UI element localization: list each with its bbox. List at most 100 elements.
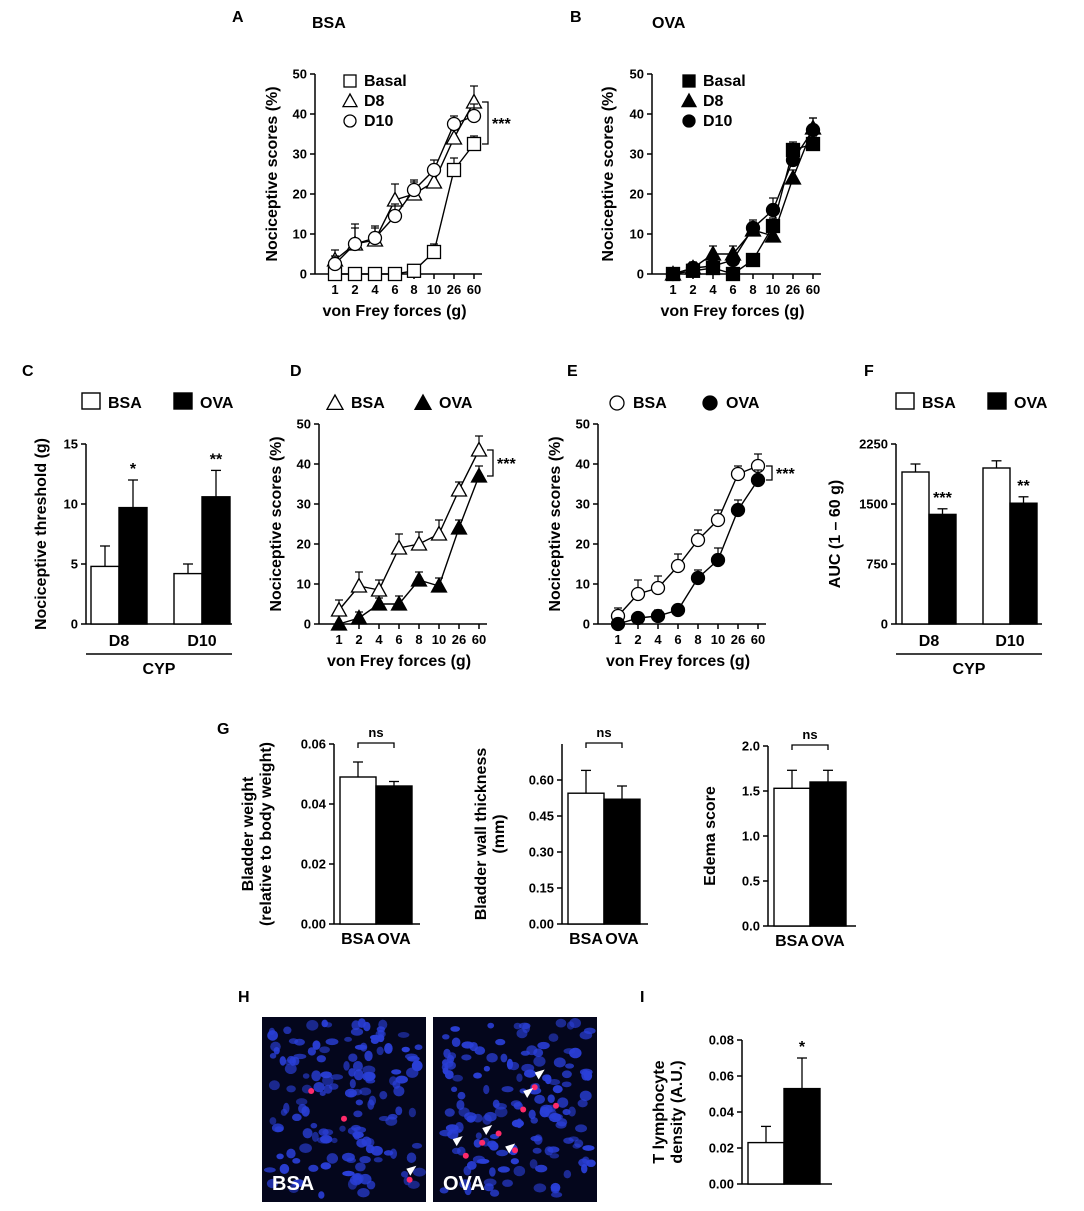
chart-a-y-tick-label: 10 xyxy=(293,227,307,242)
chart-c-bar-bsa xyxy=(90,565,120,625)
chart-f-sig-label: ** xyxy=(1017,478,1030,495)
micrograph-bsa-nucleus xyxy=(286,1085,296,1093)
chart-b-series-d10-point xyxy=(765,202,781,218)
micrograph-bsa-nucleus xyxy=(384,1043,393,1054)
micrograph-ova-nucleus xyxy=(518,1022,531,1030)
micrograph-bsa-nucleus xyxy=(411,1142,423,1149)
chart-f-group-label: D10 xyxy=(995,633,1024,650)
micrograph-ova-nucleus xyxy=(439,1187,449,1194)
micrograph-bsa-nucleus xyxy=(311,1070,322,1082)
chart-a-series-d10-point xyxy=(347,236,363,252)
micrograph-ova-nucleus xyxy=(483,1065,490,1072)
micrograph-ova-nucleus xyxy=(547,1146,560,1153)
chart-d-series-ova-point xyxy=(370,595,388,611)
chart-g1-y-tick-label: 0.02 xyxy=(301,857,326,872)
micrograph-bsa-nucleus xyxy=(317,1136,330,1144)
micrograph-ova-nucleus xyxy=(529,1159,538,1169)
micrograph-bsa-nucleus xyxy=(359,1173,372,1185)
chart-a-x-tick-label: 10 xyxy=(427,282,441,297)
micrograph-bsa-nucleus xyxy=(351,1020,361,1031)
micrograph-bsa-nucleus xyxy=(348,1053,358,1062)
chart-f-y-label: AUC (1 – 60 g) xyxy=(827,480,844,588)
micrograph-ova-nucleus xyxy=(555,1018,567,1028)
chart-g3-sig-bracket xyxy=(791,744,829,750)
micrograph-ova-nucleus xyxy=(483,1084,490,1095)
micrograph-ova-nucleus xyxy=(581,1069,590,1081)
micrograph-bsa-nucleus xyxy=(395,1075,408,1084)
chart-d-series-ova-point xyxy=(430,577,448,593)
micrograph-bsa-nucleus xyxy=(301,1106,310,1117)
micrograph-bsa-nucleus xyxy=(318,1128,329,1136)
chart-f-bar-ova xyxy=(928,513,957,625)
micrograph-bsa-nucleus xyxy=(269,1117,277,1125)
chart-g2-y-tick-label: 0.45 xyxy=(529,809,554,824)
chart-e-x-tick-label: 2 xyxy=(634,632,641,647)
chart-g2-bar xyxy=(603,798,641,925)
chart-g1-y-tick-label: 0.06 xyxy=(301,737,326,752)
chart-f-y-tick-label: 2250 xyxy=(859,437,888,452)
chart-e-y-tick-label: 30 xyxy=(576,497,590,512)
micrograph-bsa-nucleus xyxy=(286,1148,296,1159)
chart-b-series-d10-point xyxy=(805,122,821,138)
chart-c-group-label: D8 xyxy=(109,633,130,650)
chart-g1-y-label: Bladder weight xyxy=(240,776,257,891)
chart-g1-sig-bracket xyxy=(357,742,395,748)
chart-e-series-ova-point xyxy=(710,552,726,568)
chart-f-bar-bsa xyxy=(982,467,1011,625)
chart-f-bar-ova xyxy=(1009,502,1038,625)
panel-label-a: A xyxy=(232,9,244,26)
micrograph-ova-nucleus xyxy=(561,1081,572,1088)
chart-e-series-ova-point xyxy=(610,616,626,632)
chart-c-y-label: Nociceptive threshold (g) xyxy=(33,438,50,630)
chart-d-series-ova-point xyxy=(330,615,348,631)
chart-d-series-ova-point xyxy=(410,571,428,587)
micrograph-bsa-t-cell xyxy=(341,1115,347,1122)
chart-e-x-tick-label: 6 xyxy=(674,632,681,647)
chart-d-x-label: von Frey forces (g) xyxy=(327,653,471,670)
micrograph-ova-nucleus xyxy=(556,1118,568,1127)
chart-e-y-tick-label: 10 xyxy=(576,577,590,592)
micrograph-ova-nucleus xyxy=(516,1118,523,1129)
chart-b-series-basal-point xyxy=(725,266,741,282)
chart-a-series-d10-point xyxy=(426,162,442,178)
chart-i-sig-label: * xyxy=(799,1039,806,1056)
micrograph-ova-nucleus xyxy=(473,1072,482,1079)
chart-e-y-tick-label: 50 xyxy=(576,417,590,432)
chart-d-legend-label: BSA xyxy=(351,395,385,412)
micrograph-ova-nucleus xyxy=(535,1164,548,1173)
chart-f-y-tick-label: 1500 xyxy=(859,497,888,512)
chart-d-x-tick-label: 10 xyxy=(432,632,446,647)
micrograph-bsa-nucleus xyxy=(322,1075,334,1086)
micrograph-bsa-nucleus xyxy=(367,1099,375,1110)
micrograph-bsa-nucleus xyxy=(350,1027,364,1036)
chart-b-x-tick-label: 1 xyxy=(669,282,676,297)
chart-e-series-ova-point xyxy=(650,608,666,624)
chart-e-series-ova-point xyxy=(670,602,686,618)
micrograph-bsa-nucleus xyxy=(302,1128,313,1139)
micrograph-bsa-nucleus xyxy=(306,1019,319,1031)
chart-d-legend-marker xyxy=(325,393,345,411)
chart-a-x-tick-label: 6 xyxy=(391,282,398,297)
chart-a-series-basal-point xyxy=(387,266,403,282)
chart-e-y-tick-label: 40 xyxy=(576,457,590,472)
chart-g2-y-tick-label: 0.60 xyxy=(529,773,554,788)
chart-a-series-basal-point xyxy=(347,266,363,282)
micrograph-ova-nucleus xyxy=(497,1166,510,1173)
micrograph-ova-nucleus xyxy=(533,1048,544,1058)
micrograph-bsa-nucleus xyxy=(289,1056,297,1066)
micrograph-ova-nucleus xyxy=(483,1178,497,1187)
panel-label-g: G xyxy=(217,721,229,738)
chart-b-series-d10-point xyxy=(785,152,801,168)
micrograph-bsa-nucleus xyxy=(307,1047,316,1056)
micrograph-ova-nucleus xyxy=(508,1061,520,1071)
chart-e-legend-label: BSA xyxy=(633,395,667,412)
micrograph-bsa-nucleus xyxy=(291,1179,305,1188)
micrograph-ova-arrowhead xyxy=(482,1125,493,1135)
chart-d-y-tick-label: 50 xyxy=(297,417,311,432)
micrograph-ova-t-cell xyxy=(462,1152,469,1159)
chart-b-x-tick-label: 6 xyxy=(729,282,736,297)
micrograph-bsa-nucleus xyxy=(365,1144,375,1154)
chart-e-y-tick-label: 20 xyxy=(576,537,590,552)
micrograph-bsa-nucleus xyxy=(349,1078,356,1089)
